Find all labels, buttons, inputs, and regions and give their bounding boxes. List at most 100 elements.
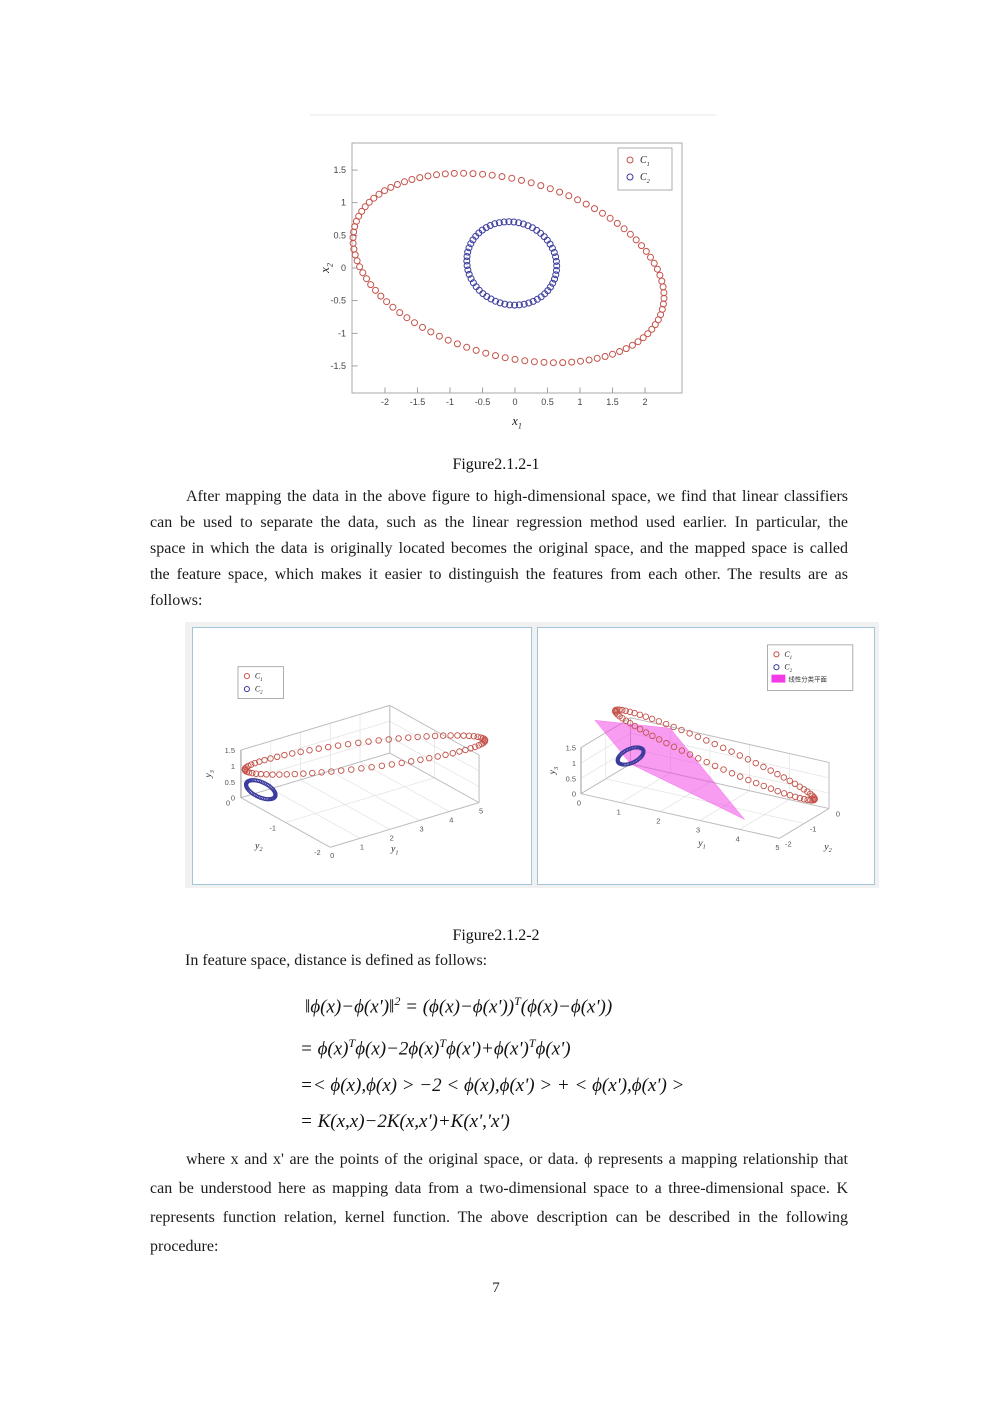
fig1-series-1 <box>349 169 668 367</box>
fig3dL-series-1 <box>241 732 489 778</box>
svg-text:1.5: 1.5 <box>566 744 576 753</box>
svg-text:线性分类平面: 线性分类平面 <box>788 675 827 684</box>
figure-panel-left: 0 1 2 3 4 5 0 -1 -2 0 0.5 1 1.5 y1 y2 y3 C1 C2 <box>192 627 532 885</box>
svg-text:1.5: 1.5 <box>333 165 346 175</box>
fig3dR-tick-labels: 0 1 2 3 4 5 0 -1 -2 0 0.5 1 1.5 <box>566 744 840 853</box>
svg-text:4: 4 <box>736 834 740 843</box>
equation-line: =< ϕ(x),ϕ(x) > −2 < ϕ(x),ϕ(x') > + < ϕ(x… <box>300 1074 685 1096</box>
svg-text:-2: -2 <box>314 848 321 857</box>
axis-label: C2 <box>784 663 792 674</box>
svg-text:0: 0 <box>572 790 576 799</box>
equation-line: = ϕ(x)Tϕ(x)−2ϕ(x)Tϕ(x')+ϕ(x')Tϕ(x') <box>300 1036 571 1060</box>
paragraph-2: where x and x' are the points of the ori… <box>150 1151 848 1255</box>
z-axis-label-group: y3 <box>203 770 216 778</box>
legend-marker <box>243 673 250 680</box>
axis-label: C1 <box>255 672 263 683</box>
svg-text:5: 5 <box>479 807 483 816</box>
svg-text:-2: -2 <box>381 397 389 407</box>
axis-label: y3 <box>547 767 560 775</box>
figure-panel-right: 0 1 2 3 4 5 0 -1 -2 0 0.5 1 1.5 y1 y2 y3 C1 C2 线性分类平面 <box>537 627 875 885</box>
axis-label: C1 <box>640 155 650 168</box>
legend-marker <box>626 173 634 181</box>
svg-text:1: 1 <box>360 842 364 851</box>
fig3dL-tick-labels: 0 1 2 3 4 5 0 -1 -2 0 0.5 1 1.5 <box>225 746 483 860</box>
equation-line: = K(x,x)−2K(x,x')+K(x','x') <box>300 1110 510 1132</box>
legend-marker <box>773 664 780 671</box>
legend-marker <box>243 685 250 693</box>
axis-label: C2 <box>255 685 263 696</box>
svg-text:5: 5 <box>775 843 779 852</box>
svg-text:1: 1 <box>231 762 235 771</box>
page-top-rule <box>310 114 716 116</box>
svg-text:1.5: 1.5 <box>606 397 619 407</box>
fig3dR-series-2 <box>615 745 646 767</box>
svg-text:1: 1 <box>617 808 621 817</box>
fig1-series-2 <box>463 218 561 309</box>
paragraph-1: After mapping the data in the above figu… <box>150 488 848 609</box>
svg-text:-0.5: -0.5 <box>330 296 346 306</box>
svg-text:0: 0 <box>512 397 517 407</box>
svg-text:-1: -1 <box>810 824 817 833</box>
svg-text:2: 2 <box>656 816 660 825</box>
equation-line: ‖ϕ(x)−ϕ(x')‖2 = (ϕ(x)−ϕ(x'))T(ϕ(x)−ϕ(x')… <box>305 994 613 1018</box>
svg-text:1: 1 <box>577 397 582 407</box>
svg-text:0: 0 <box>577 799 581 808</box>
svg-text:-1: -1 <box>446 397 454 407</box>
separating-plane <box>594 719 745 820</box>
figure-caption-2: Figure2.1.2-2 <box>452 927 540 944</box>
y-axis-label-group: x2 <box>317 263 335 274</box>
svg-text:0.5: 0.5 <box>541 397 554 407</box>
fig3dR-series-1 <box>611 706 818 804</box>
svg-text:-1.5: -1.5 <box>330 361 346 371</box>
axis-label: y3 <box>203 770 216 778</box>
axis-label: y1 <box>390 844 398 857</box>
svg-text:-1: -1 <box>269 823 276 832</box>
svg-text:4: 4 <box>449 815 453 824</box>
svg-text:2: 2 <box>642 397 647 407</box>
figure-caption-1: Figure2.1.2-1 <box>452 456 540 473</box>
svg-text:1: 1 <box>572 759 576 768</box>
axis-label: x2 <box>317 263 335 274</box>
svg-text:1: 1 <box>341 198 346 208</box>
svg-text:-1.5: -1.5 <box>410 397 426 407</box>
svg-text:0: 0 <box>836 810 840 819</box>
axis-label: x1 <box>511 413 522 431</box>
svg-text:0.5: 0.5 <box>333 230 346 240</box>
fig3dL-series-2 <box>243 778 278 802</box>
svg-text:0.5: 0.5 <box>566 774 576 783</box>
axis-label: C1 <box>784 650 792 661</box>
axis-label: C2 <box>640 172 650 185</box>
svg-text:-2: -2 <box>785 839 792 848</box>
page-number: 7 <box>492 1280 500 1296</box>
legend-marker <box>626 156 634 164</box>
svg-text:1.5: 1.5 <box>225 746 235 755</box>
svg-text:-1: -1 <box>338 328 346 338</box>
z-axis-label-group: y3 <box>547 767 560 775</box>
svg-text:3: 3 <box>419 824 423 833</box>
svg-text:0: 0 <box>341 263 346 273</box>
axis-label: y1 <box>697 838 705 851</box>
svg-text:2: 2 <box>390 833 394 842</box>
svg-text:0: 0 <box>226 799 230 808</box>
svg-text:3: 3 <box>696 825 700 834</box>
equation-block: ‖ϕ(x)−ϕ(x')‖2 = (ϕ(x)−ϕ(x'))T(ϕ(x)−ϕ(x')… <box>300 983 684 1140</box>
lead-sentence: In feature space, distance is defined as… <box>185 952 488 969</box>
axis-label: y2 <box>254 840 262 853</box>
svg-text:0.5: 0.5 <box>225 778 235 787</box>
svg-text:-0.5: -0.5 <box>475 397 491 407</box>
legend-marker <box>773 651 780 658</box>
svg-text:0: 0 <box>330 851 334 860</box>
figure-2-1-2-1: -2 -1.5 -1 -0.5 0 0.5 1 1.5 2 -1.5 -1 -0.5 0 0.5 1 1.5 x… <box>315 133 705 443</box>
figure-2-1-2-2: 0 1 2 3 4 5 0 -1 -2 0 0.5 1 1.5 y1 y2 y3 C1 C2 0 1 2 3 4 5 0 -1-… <box>185 622 879 888</box>
legend-patch <box>771 674 786 683</box>
fig1-ticks: -2 -1.5 -1 -0.5 0 0.5 1 1.5 2 -1.5 -1 -0.5 0 0.5 1 1.5 <box>330 165 647 407</box>
axis-label: y2 <box>823 841 831 854</box>
scatter-plot-2d: -2 -1.5 -1 -0.5 0 0.5 1 1.5 2 -1.5 -1 -0.5 0 0.5 1 1.5 x… <box>317 142 683 431</box>
svg-text:0: 0 <box>231 794 235 803</box>
